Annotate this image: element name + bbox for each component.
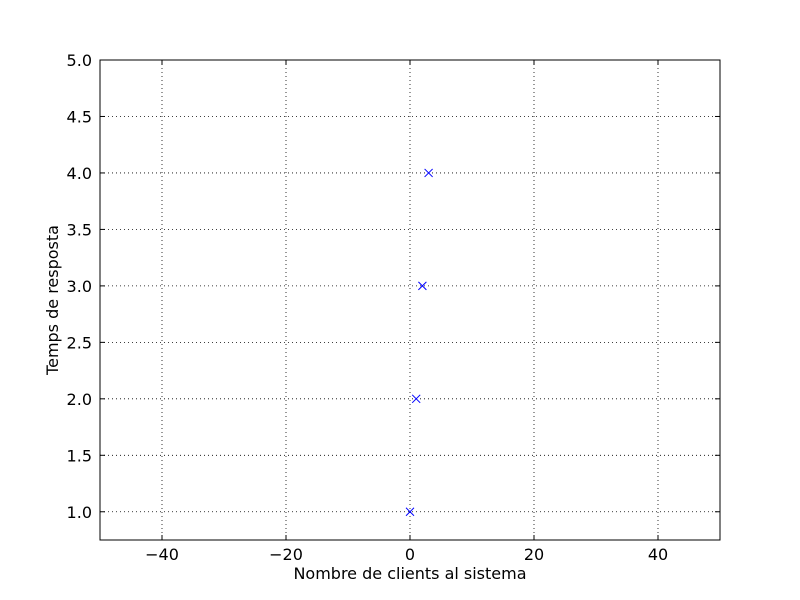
y-tick-label: 5.0 (67, 51, 92, 70)
data-point (418, 281, 427, 291)
y-tick-label: 2.0 (67, 390, 92, 409)
data-point-stroke (424, 168, 433, 178)
data-point-stroke (405, 507, 415, 517)
y-axis-label: Temps de resposta (43, 225, 62, 376)
x-tick-label: −20 (269, 545, 303, 564)
y-tick-label: 1.5 (67, 446, 92, 465)
data-point (411, 394, 421, 404)
y-tick-label: 3.0 (67, 277, 92, 296)
x-tick-label: −40 (145, 545, 179, 564)
y-tick-label: 4.5 (67, 107, 92, 126)
data-point-stroke (418, 281, 427, 291)
x-tick-label: 0 (405, 545, 415, 564)
y-tick-label: 2.5 (67, 333, 92, 352)
data-point-stroke (411, 394, 421, 404)
data-point (405, 507, 415, 517)
y-tick-label: 4.0 (67, 164, 92, 183)
data-points (405, 168, 433, 517)
plot-frame (99, 59, 721, 541)
x-tick-label: 40 (648, 545, 668, 564)
y-tick-label: 3.5 (67, 220, 92, 239)
tick-labels: −40 −20 0 20 40 1.0 1.5 2.0 2.5 3.0 3.5 4.0 4.5 5.0 (67, 51, 669, 564)
x-tick-label: 20 (524, 545, 544, 564)
data-point (424, 168, 433, 178)
x-axis-label: Nombre de clients al sistema (293, 564, 526, 583)
y-tick-label: 1.0 (67, 503, 92, 522)
